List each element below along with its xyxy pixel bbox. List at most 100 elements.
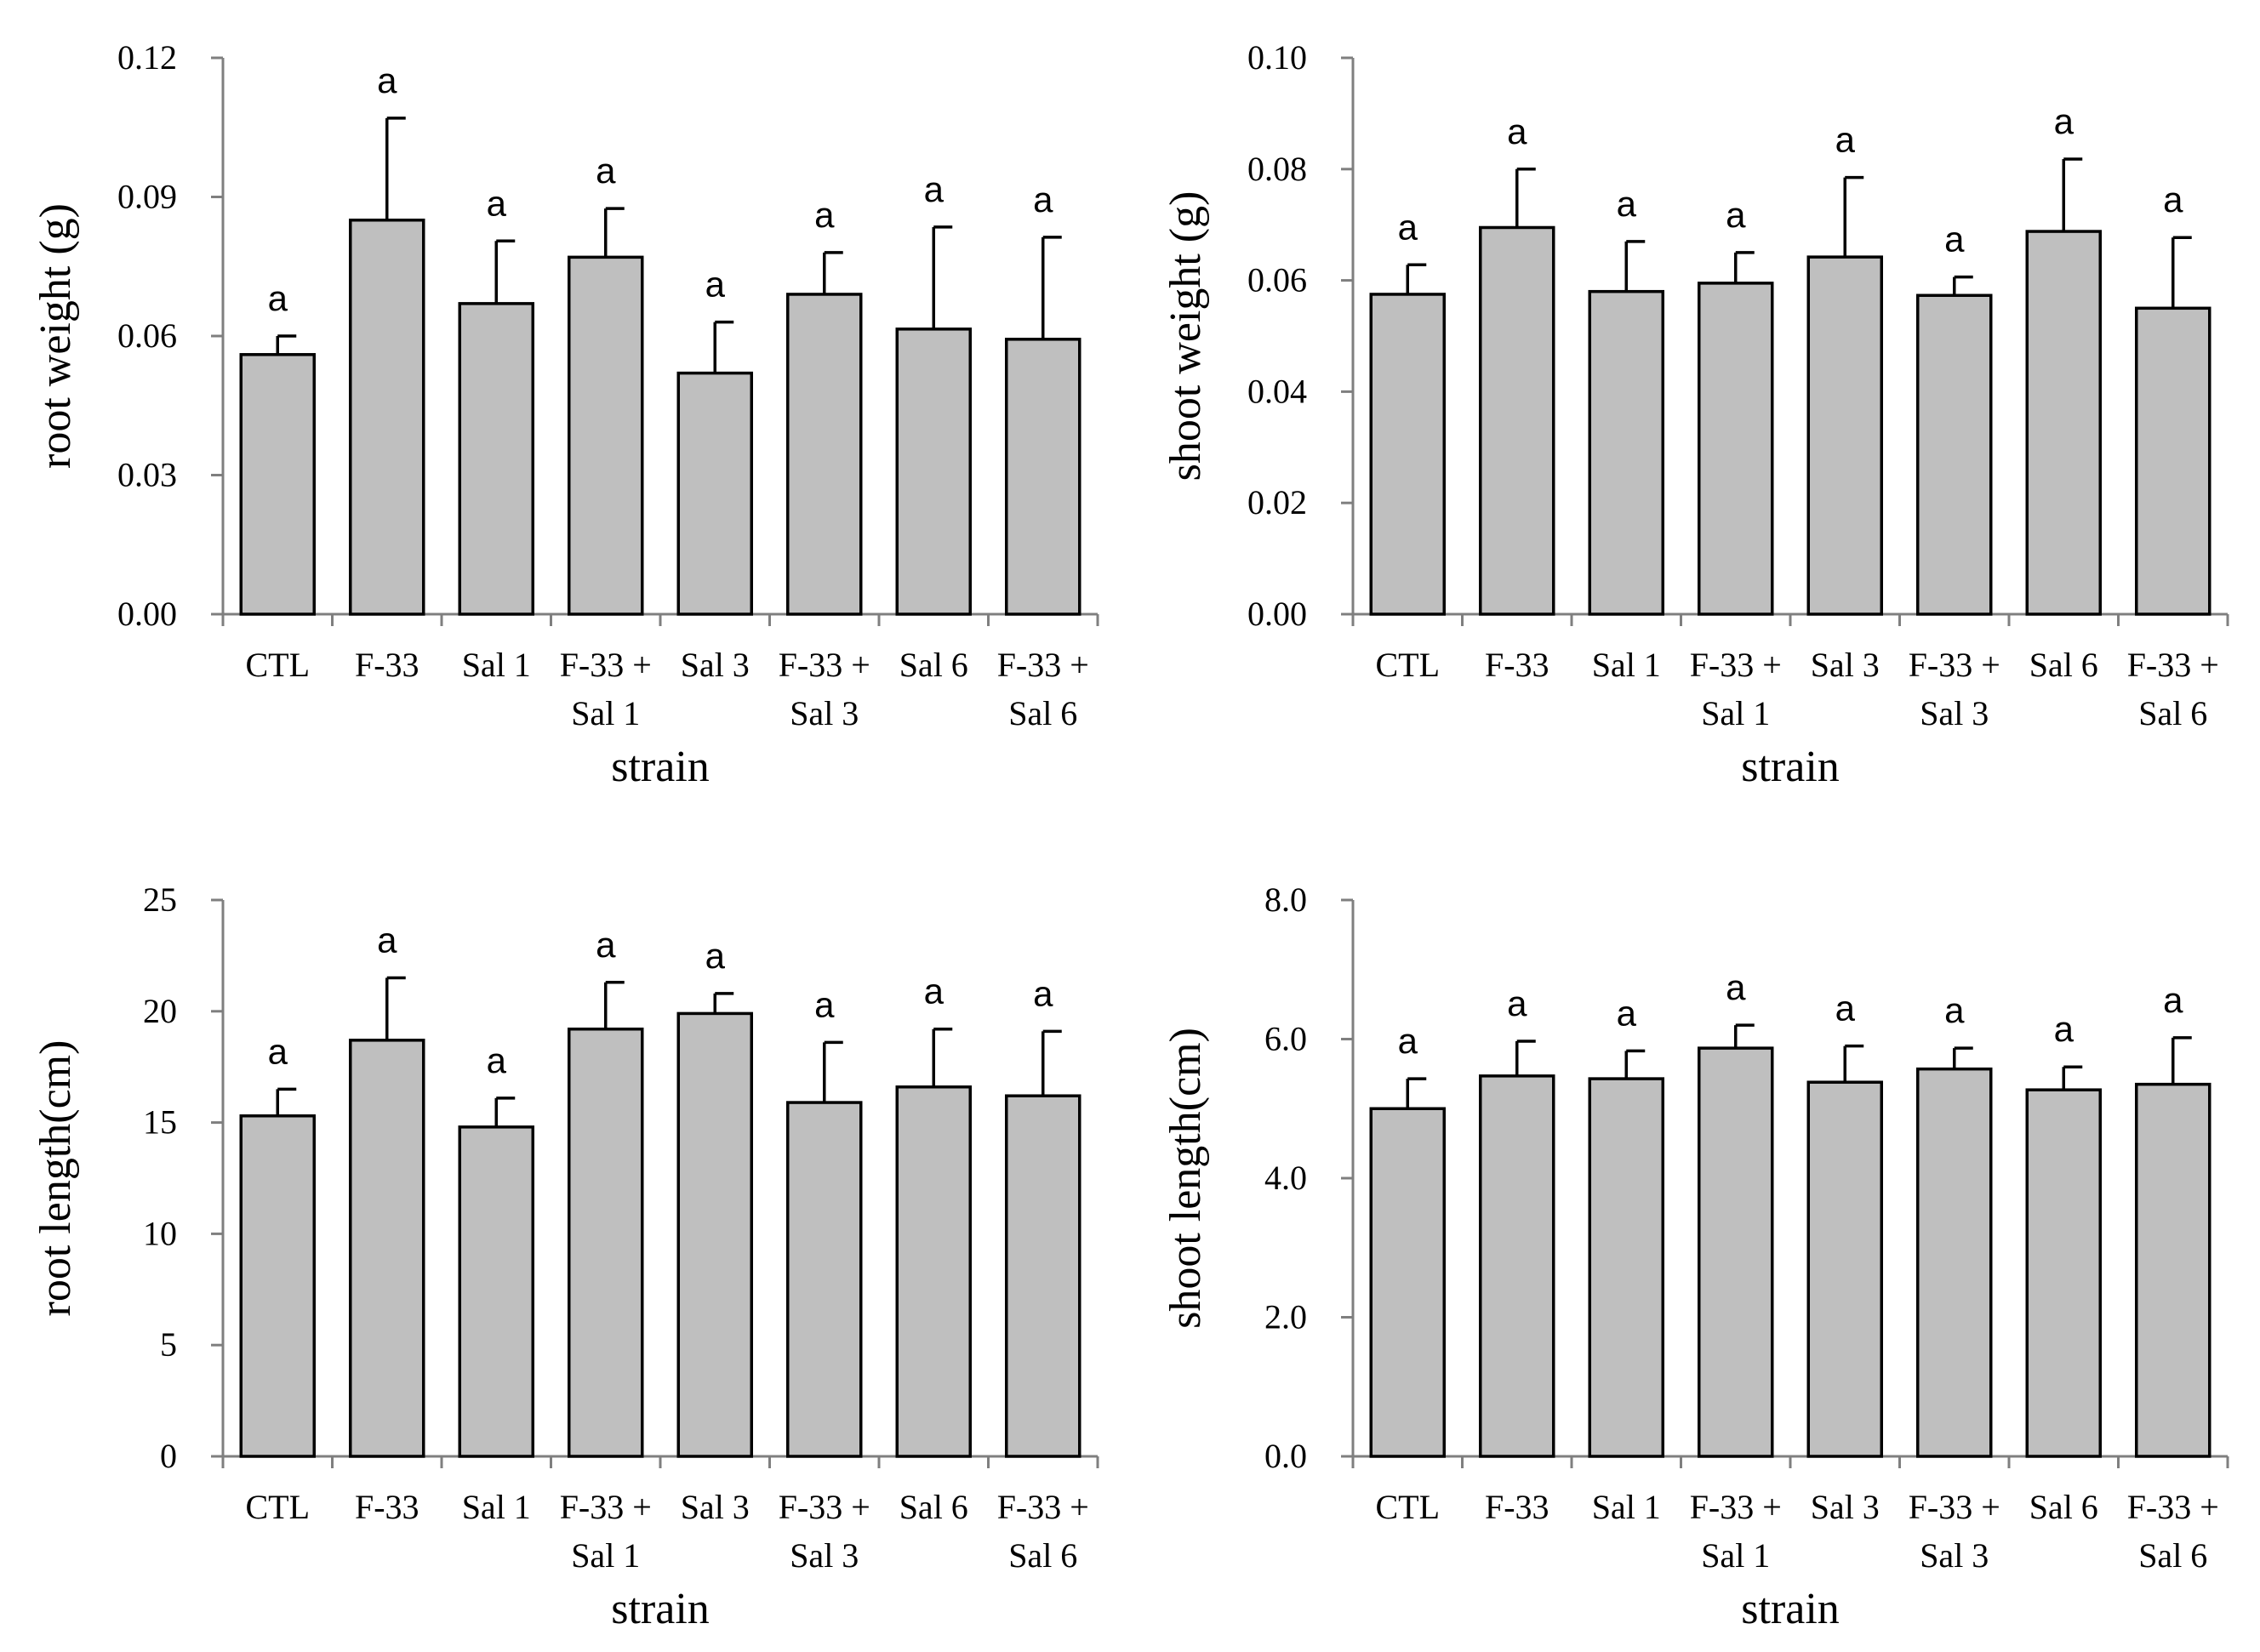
x-tick-label: F-33 + bbox=[779, 646, 870, 684]
bar bbox=[1806, 1080, 1883, 1458]
y-axis-title: shoot length(cm) bbox=[1161, 1028, 1210, 1329]
significance-label: a bbox=[1726, 195, 1746, 235]
significance-label: a bbox=[924, 971, 945, 1011]
y-tick-label: 6.0 bbox=[1264, 1020, 1307, 1058]
bar bbox=[568, 1027, 644, 1458]
bar bbox=[1698, 282, 1774, 616]
x-tick-label: F-33 + bbox=[779, 1488, 870, 1526]
significance-label: a bbox=[596, 151, 616, 191]
x-tick-label: Sal 3 bbox=[1920, 694, 1989, 732]
significance-label: a bbox=[1033, 973, 1053, 1013]
x-tick-label: Sal 1 bbox=[1701, 694, 1770, 732]
y-tick-label: 25 bbox=[143, 880, 177, 919]
x-tick-label: Sal 6 bbox=[1008, 1536, 1077, 1575]
significance-label: a bbox=[377, 60, 397, 100]
y-tick-label: 0.12 bbox=[117, 38, 177, 77]
significance-label: a bbox=[377, 920, 397, 960]
x-tick-label: Sal 1 bbox=[1592, 646, 1661, 684]
significance-label: a bbox=[1398, 1021, 1418, 1061]
y-tick-label: 0.06 bbox=[1247, 261, 1307, 299]
y-tick-label: 0.08 bbox=[1247, 150, 1307, 188]
significance-label: a bbox=[2054, 1009, 2075, 1049]
bar bbox=[1005, 1094, 1081, 1458]
x-tick-label: F-33 bbox=[1485, 646, 1549, 684]
x-tick-label: Sal 6 bbox=[899, 646, 968, 684]
bar bbox=[458, 302, 534, 616]
x-tick-label: CTL bbox=[1375, 1488, 1440, 1526]
bar bbox=[458, 1125, 534, 1458]
shoot-length-chart: 0.0 2.0 4.0 6.0 8.0 a CTL a F-33 a Sal 1 a F-33 + Sal… bbox=[1161, 880, 2229, 1633]
bar bbox=[349, 219, 425, 616]
x-tick-label: Sal 3 bbox=[1811, 1488, 1880, 1526]
y-tick-label: 2.0 bbox=[1264, 1298, 1307, 1336]
significance-label: a bbox=[1944, 219, 1965, 259]
x-tick-label: Sal 1 bbox=[462, 646, 531, 684]
significance-label: a bbox=[814, 984, 835, 1024]
x-tick-label: CTL bbox=[245, 646, 310, 684]
bar bbox=[2135, 306, 2211, 616]
y-tick-label: 0.0 bbox=[1264, 1437, 1307, 1475]
y-tick-label: 0.10 bbox=[1247, 38, 1307, 77]
significance-label: a bbox=[1617, 184, 1637, 224]
x-tick-label: Sal 6 bbox=[2029, 1488, 2098, 1526]
significance-label: a bbox=[596, 925, 616, 965]
y-tick-label: 5 bbox=[160, 1325, 177, 1364]
root-weight-chart: 0.00 0.03 0.06 0.09 0.12 a CTL a F-33 a Sal 1 a F-33… bbox=[31, 38, 1099, 791]
significance-label: a bbox=[268, 1031, 288, 1071]
bar bbox=[1588, 1077, 1664, 1458]
y-tick-label: 10 bbox=[143, 1214, 177, 1252]
bar bbox=[786, 293, 863, 616]
y-tick-label: 0.02 bbox=[1247, 483, 1307, 521]
y-axis-title: root length(cm) bbox=[31, 1040, 80, 1317]
x-tick-label: F-33 + bbox=[560, 1488, 652, 1526]
y-axis-title: root weight (g) bbox=[31, 203, 80, 469]
x-tick-label: Sal 3 bbox=[1811, 646, 1880, 684]
bar bbox=[2025, 1088, 2102, 1458]
bar bbox=[676, 1011, 753, 1458]
x-tick-label: Sal 6 bbox=[2029, 646, 2098, 684]
root-length-chart: 0 5 10 15 20 25 a CTL a F-33 a Sal 1 a F-33 + Sal 1 a Sa… bbox=[31, 880, 1099, 1633]
significance-label: a bbox=[1507, 111, 1527, 151]
x-tick-label: Sal 3 bbox=[790, 694, 859, 732]
x-tick-label: F-33 + bbox=[1909, 1488, 2000, 1526]
bar bbox=[1806, 255, 1883, 616]
y-tick-label: 4.0 bbox=[1264, 1159, 1307, 1197]
x-axis-title: strain bbox=[611, 743, 710, 791]
y-tick-label: 15 bbox=[143, 1103, 177, 1142]
significance-label: a bbox=[2163, 980, 2183, 1020]
bar bbox=[1479, 225, 1555, 616]
y-tick-label: 0.09 bbox=[117, 178, 177, 216]
y-tick-label: 20 bbox=[143, 992, 177, 1030]
x-tick-label: F-33 bbox=[355, 646, 419, 684]
y-tick-label: 0.06 bbox=[117, 316, 177, 355]
x-tick-label: F-33 + bbox=[2127, 1488, 2219, 1526]
significance-label: a bbox=[1835, 988, 1856, 1028]
significance-label: a bbox=[924, 169, 945, 209]
significance-label: a bbox=[487, 183, 507, 223]
bar bbox=[1479, 1074, 1555, 1458]
bar bbox=[895, 328, 972, 616]
y-tick-label: 8.0 bbox=[1264, 880, 1307, 919]
x-tick-label: Sal 1 bbox=[1592, 1488, 1661, 1526]
bar bbox=[1698, 1046, 1774, 1458]
significance-label: a bbox=[268, 278, 288, 318]
significance-label: a bbox=[1617, 993, 1637, 1033]
bar bbox=[676, 371, 753, 616]
bar bbox=[1588, 289, 1664, 616]
bar bbox=[1369, 1107, 1446, 1458]
x-tick-label: F-33 + bbox=[1690, 646, 1782, 684]
significance-label: a bbox=[1507, 983, 1527, 1023]
x-tick-label: Sal 3 bbox=[681, 1488, 750, 1526]
x-tick-label: CTL bbox=[1375, 646, 1440, 684]
bar bbox=[2135, 1082, 2211, 1458]
bar bbox=[239, 1114, 316, 1458]
x-tick-label: Sal 6 bbox=[2138, 694, 2207, 732]
x-tick-label: CTL bbox=[245, 1488, 310, 1526]
x-tick-label: Sal 6 bbox=[2138, 1536, 2207, 1575]
bar bbox=[786, 1101, 863, 1458]
significance-label: a bbox=[2163, 179, 2183, 219]
x-tick-label: Sal 1 bbox=[462, 1488, 531, 1526]
x-tick-label: Sal 3 bbox=[790, 1536, 859, 1575]
shoot-weight-chart: 0.00 0.02 0.04 0.06 0.08 0.10 a CTL a F-33 a Sal 1 a… bbox=[1161, 38, 2229, 791]
